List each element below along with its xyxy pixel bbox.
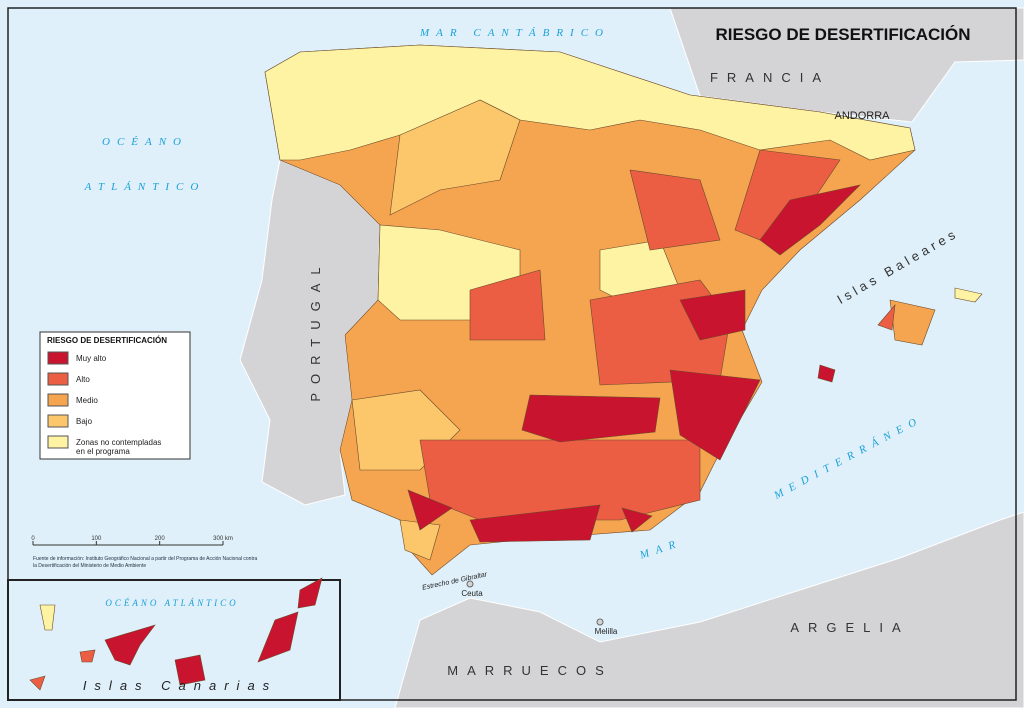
map-title: RIESGO DE DESERTIFICACIÓN — [715, 25, 970, 44]
gran-canaria — [174, 654, 206, 686]
mallorca — [889, 299, 936, 346]
island-label: Islas Canarias — [83, 678, 277, 693]
country-label: ANDORRA — [834, 110, 890, 122]
legend-swatch — [47, 393, 69, 407]
country-label: PORTUGAL — [308, 258, 323, 401]
source: Fuente de información: Instituto Geográf… — [33, 556, 258, 569]
source-line: la Desertificación del Ministerio de Med… — [33, 563, 146, 569]
zone-alto-4 — [419, 439, 701, 521]
ceuta-dot — [466, 580, 474, 588]
scale-label: 0 — [31, 536, 35, 542]
legend-swatch — [47, 372, 69, 386]
legend-label: Bajo — [76, 417, 93, 426]
zone-muy-alto-4 — [521, 394, 661, 443]
zone-muy-alto-2 — [679, 289, 746, 341]
el-hierro — [29, 675, 46, 691]
sea-label: OCÉANO ATLÁNTICO — [105, 598, 238, 608]
zone-muy-alto-3 — [669, 369, 761, 461]
city-label: Ceuta — [461, 589, 483, 598]
legend-label: en el programa — [76, 447, 130, 456]
zone-muy-alto-7 — [621, 507, 653, 533]
country-label: FRANCIA — [710, 70, 830, 85]
legend-label: Alto — [76, 375, 90, 384]
legend-label: Muy alto — [76, 354, 107, 363]
legend-label: Zonas no contempladas — [76, 438, 161, 447]
sea-label: MAR CANTÁBRICO — [419, 27, 610, 39]
zone-alto-5 — [629, 169, 721, 251]
legend-swatch — [47, 351, 69, 365]
country-label: MARRUECOS — [447, 663, 613, 678]
legend-title: RIESGO DE DESERTIFICACIÓN — [47, 336, 167, 345]
legend-swatch — [47, 414, 69, 428]
cabrera — [877, 304, 896, 331]
zone-alto-3 — [469, 269, 546, 341]
legend-swatch — [47, 435, 69, 449]
menorca — [954, 287, 983, 303]
country-label: ARGELIA — [790, 620, 909, 635]
zone-bajo-1 — [389, 99, 521, 216]
scale-bar: 0 100 200 300 km — [31, 536, 233, 546]
zone-muy-alto-5 — [469, 504, 601, 543]
scale-label: 200 — [155, 536, 166, 542]
sea-label: ATLÁNTICO — [84, 181, 206, 193]
source-line: Fuente de información: Instituto Geográf… — [33, 556, 258, 562]
frame — [7, 7, 1017, 701]
tenerife — [104, 624, 156, 666]
la-palma — [39, 604, 56, 631]
melilla-dot — [596, 618, 604, 626]
fuerteventura — [257, 611, 299, 663]
city-label: Melilla — [595, 627, 618, 636]
zone-muy-alto-1 — [759, 184, 861, 256]
scale-label: 100 — [91, 536, 102, 542]
legend-label: Medio — [76, 396, 98, 405]
scale-label: 300 km — [213, 536, 233, 542]
zone-muy-alto-6 — [407, 489, 453, 531]
lanzarote — [297, 577, 323, 609]
sea-label: OCÉANO — [102, 136, 188, 148]
ibiza — [817, 364, 836, 383]
legend: RIESGO DE DESERTIFICACIÓN Muy alto Alto Me… — [39, 331, 191, 460]
la-gomera — [79, 649, 96, 663]
africa — [394, 511, 1024, 708]
